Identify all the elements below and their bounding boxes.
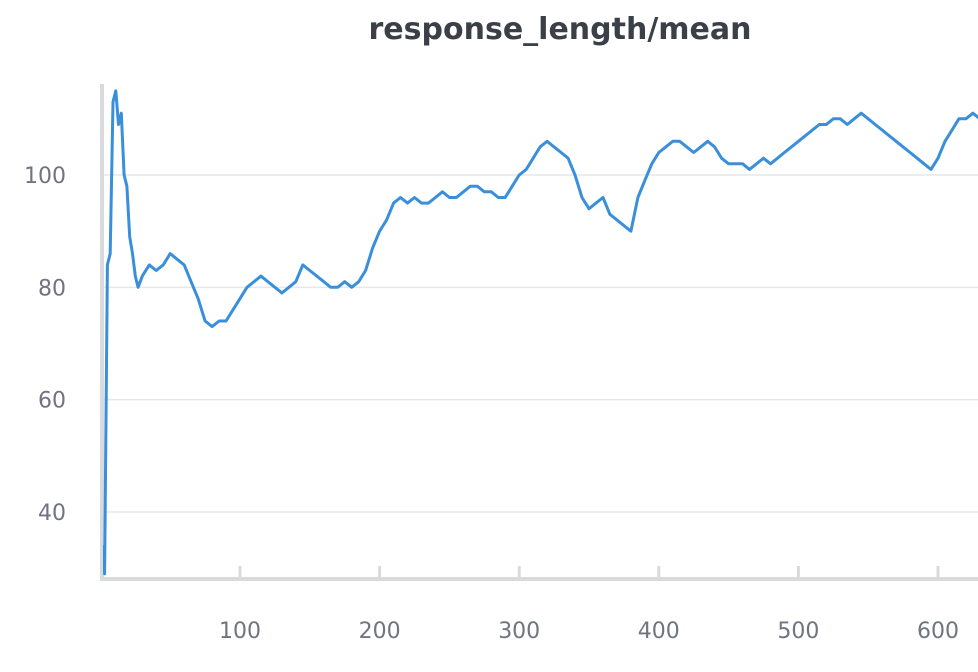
y-tick-label-60: 60 xyxy=(38,389,66,414)
series-line-0 xyxy=(103,89,978,576)
y-tick-label-40: 40 xyxy=(38,501,66,526)
x-tick-label-400: 400 xyxy=(638,619,680,644)
x-tick-label-100: 100 xyxy=(219,619,261,644)
x-tick-label-200: 200 xyxy=(359,619,401,644)
x-tick-label-500: 500 xyxy=(777,619,819,644)
y-tick-label-80: 80 xyxy=(38,276,66,301)
chart-title: response_length/mean xyxy=(368,12,752,47)
x-tick-label-300: 300 xyxy=(498,619,540,644)
x-tick-label-600: 600 xyxy=(917,619,959,644)
y-tick-label-100: 100 xyxy=(24,164,66,189)
